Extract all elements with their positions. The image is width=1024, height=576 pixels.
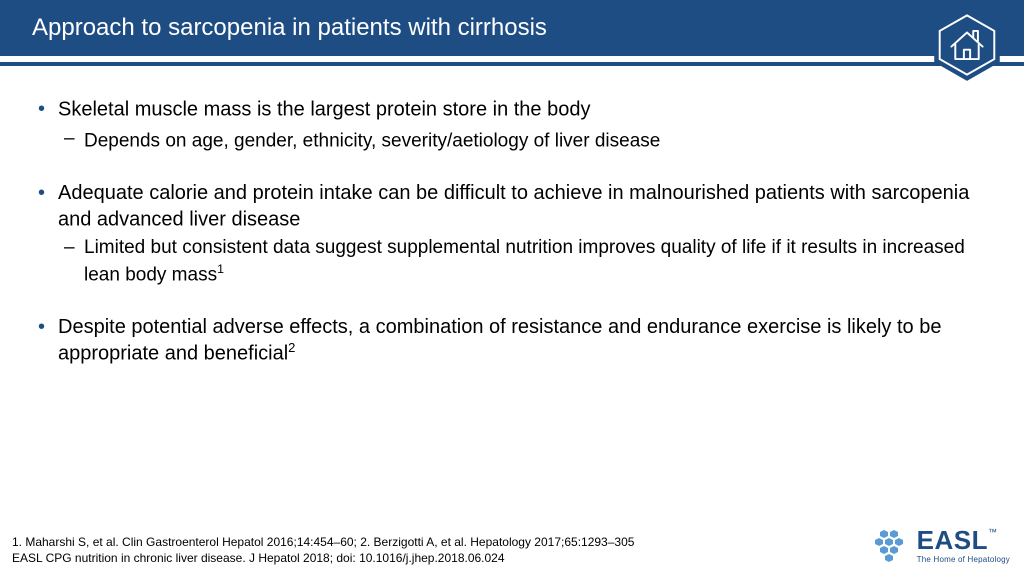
sub-bullet-item: Depends on age, gender, ethnicity, sever…: [58, 127, 994, 154]
sub-bullet-text: Depends on age, gender, ethnicity, sever…: [84, 130, 660, 151]
bullet-text: Despite potential adverse effects, a com…: [58, 316, 941, 365]
home-icon: [928, 6, 1006, 84]
easl-logo: EASL™ The Home of Hepatology: [871, 527, 1010, 564]
title-underline: [0, 62, 1024, 66]
logo-hex-icon: [871, 528, 911, 564]
home-button[interactable]: [928, 6, 1006, 84]
bullet-text: Skeletal muscle mass is the largest prot…: [58, 99, 590, 121]
logo-text-wrap: EASL™ The Home of Hepatology: [917, 527, 1010, 564]
logo-tm: ™: [988, 527, 997, 537]
title-bar: Approach to sarcopenia in patients with …: [0, 0, 1024, 56]
footer-line-1: 1. Maharshi S, et al. Clin Gastroenterol…: [12, 534, 824, 550]
sub-list: Depends on age, gender, ethnicity, sever…: [58, 127, 994, 154]
sub-bullet-item: Limited but consistent data suggest supp…: [58, 236, 994, 288]
logo-text: EASL: [917, 525, 988, 555]
footer-line-2: EASL CPG nutrition in chronic liver dise…: [12, 550, 824, 566]
footer-citations: 1. Maharshi S, et al. Clin Gastroenterol…: [12, 534, 824, 566]
bullet-text: Adequate calorie and protein intake can …: [58, 182, 969, 231]
sub-bullet-sup: 1: [217, 262, 224, 276]
logo-tagline: The Home of Hepatology: [917, 555, 1010, 564]
content-body: Skeletal muscle mass is the largest prot…: [30, 96, 994, 393]
slide-title: Approach to sarcopenia in patients with …: [32, 14, 547, 42]
sub-list: Limited but consistent data suggest supp…: [58, 236, 994, 288]
bullet-list: Skeletal muscle mass is the largest prot…: [30, 96, 994, 367]
bullet-sup: 2: [288, 340, 295, 355]
bullet-item: Adequate calorie and protein intake can …: [30, 180, 994, 288]
bullet-item: Skeletal muscle mass is the largest prot…: [30, 96, 994, 154]
bullet-item: Despite potential adverse effects, a com…: [30, 314, 994, 367]
slide: Approach to sarcopenia in patients with …: [0, 0, 1024, 576]
